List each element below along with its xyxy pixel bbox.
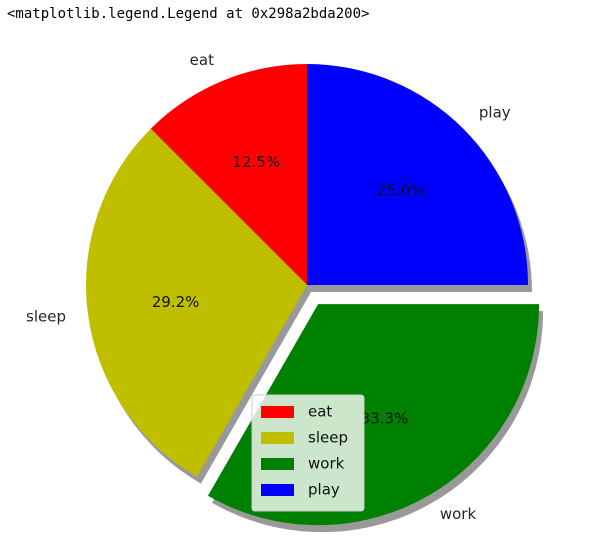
- legend-swatch-eat: [261, 406, 294, 418]
- legend-entry-sleep: sleep: [308, 429, 348, 447]
- legend: eat sleep work play: [251, 394, 365, 512]
- pie-labels: eat sleep work play: [26, 51, 511, 523]
- pie-percent-labels: 12.5% 29.2% 33.3% 25.0%: [152, 153, 425, 427]
- legend-frame: [251, 394, 365, 512]
- slice-label-play: play: [479, 104, 511, 122]
- legend-entry-work: work: [308, 455, 345, 473]
- legend-entry-eat: eat: [308, 403, 332, 421]
- legend-swatch-play: [261, 484, 294, 496]
- slice-label-work: work: [440, 505, 477, 523]
- legend-swatch-sleep: [261, 432, 294, 444]
- output-repr: <matplotlib.legend.Legend at 0x298a2bda2…: [7, 6, 370, 22]
- slice-percent-sleep: 29.2%: [152, 293, 200, 311]
- slice-label-eat: eat: [190, 51, 214, 69]
- wedge-eat: [150, 64, 307, 285]
- wedge-play: [307, 64, 528, 285]
- legend-swatch-work: [261, 458, 294, 470]
- wedge-sleep: [86, 128, 308, 477]
- legend-entry-play: play: [308, 481, 340, 499]
- slice-percent-eat: 12.5%: [232, 153, 280, 171]
- slice-percent-work: 33.3%: [361, 409, 409, 427]
- slice-label-sleep: sleep: [26, 307, 66, 325]
- slice-percent-play: 25.0%: [377, 182, 425, 200]
